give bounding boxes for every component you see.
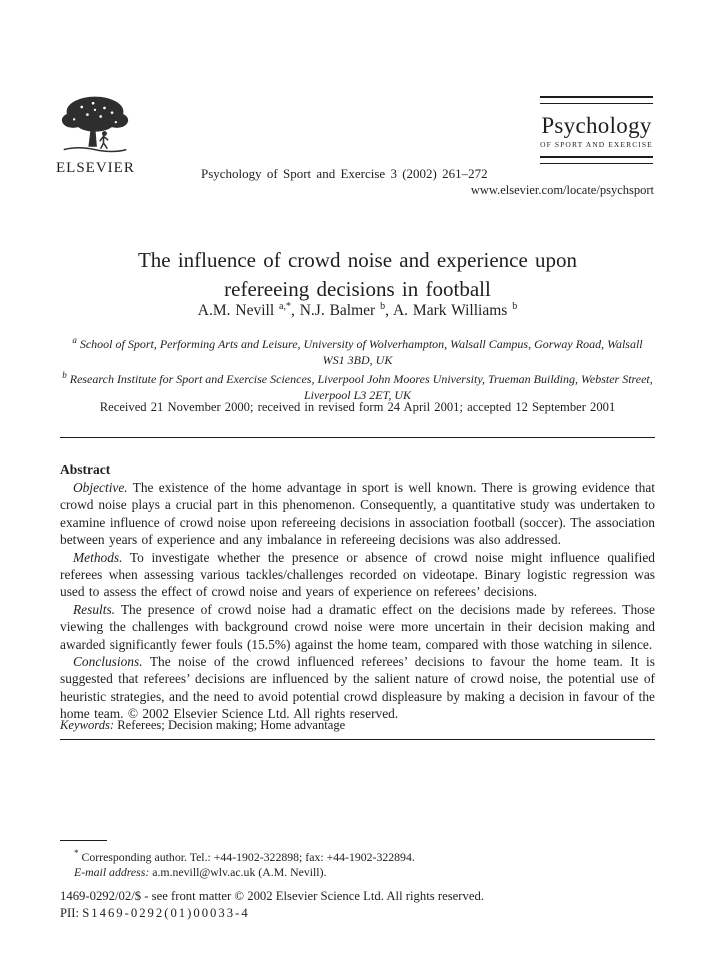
keywords-list: Referees; Decision making; Home advantag… (114, 718, 346, 732)
abstract-paragraph-methods: Methods. To investigate whether the pres… (60, 549, 655, 600)
author: A.M. Nevill a,*, (197, 301, 295, 320)
keywords-label: Keywords: (60, 718, 115, 732)
pii-code: S1469-0292(01)00033-4 (82, 905, 250, 920)
abstract-paragraph-conclusions: Conclusions. The noise of the crowd infl… (60, 654, 655, 722)
pii-label: PII: (60, 905, 80, 920)
abstract-paragraph-results: Results. The presence of crowd noise had… (60, 601, 655, 652)
elsevier-tree-logo (61, 96, 129, 153)
abstract-bottom-rule (60, 739, 655, 740)
footnote-marker: * (74, 848, 79, 858)
author-affiliation-sup: a,* (279, 301, 291, 312)
journal-url: www.elsevier.com/locate/psychsport (470, 183, 654, 197)
article-title-text: The influence of crowd noise and experie… (137, 248, 578, 302)
affiliation-marker: a (72, 335, 77, 345)
correspondence-footnote: * Corresponding author. Tel.: +44-1902-3… (60, 846, 655, 881)
affiliation-a: a School of Sport, Performing Arts and L… (72, 335, 643, 367)
email-label: E-mail address: (74, 865, 150, 880)
abstract-heading: Abstract (60, 462, 111, 478)
publisher-brand: ELSEVIER (56, 93, 134, 177)
author: A. Mark Williams b (392, 301, 518, 320)
keywords-line: Keywords: Referees; Decision making; Hom… (60, 718, 655, 733)
logo-top-rule (540, 96, 653, 104)
affiliation-b: b Research Institute for Sport and Exerc… (62, 370, 653, 402)
front-matter-line: 1469-0292/02/$ - see front matter © 2002… (60, 889, 484, 903)
journal-citation: Psychology of Sport and Exercise 3 (2002… (201, 166, 488, 181)
footnote-separator-rule (60, 840, 107, 841)
journal-logo-title: Psychology (541, 113, 652, 138)
logo-bottom-rule (540, 156, 653, 164)
abstract-paragraph-objective: Objective. The existence of the home adv… (60, 480, 655, 548)
author: N.J. Balmer b, (299, 301, 389, 320)
abstract-top-rule (60, 437, 655, 438)
corresponding-author-line: * Corresponding author. Tel.: +44-1902-3… (74, 848, 415, 864)
abstract-body: Objective. The existence of the home adv… (60, 479, 655, 723)
pii-line: PII: S1469-0292(01)00033-4 (60, 905, 655, 922)
received-dates: Received 21 November 2000; received in r… (99, 400, 616, 414)
article-title: The influence of crowd noise and experie… (60, 246, 655, 304)
journal-logo-subtitle: OF SPORT AND EXERCISE (540, 140, 653, 149)
journal-logo: Psychology OF SPORT AND EXERCISE (540, 96, 653, 164)
author-affiliation-sup: b (380, 301, 386, 312)
affiliations: a School of Sport, Performing Arts and L… (60, 333, 655, 403)
publisher-name: ELSEVIER (56, 160, 135, 176)
author-affiliation-sup: b (512, 301, 518, 312)
author-line: A.M. Nevill a,*, N.J. Balmer b, A. Mark … (60, 301, 655, 320)
affiliation-marker: b (62, 370, 67, 380)
email-line: E-mail address: a.m.nevill@wlv.ac.uk (A.… (60, 865, 655, 881)
email-address: a.m.nevill@wlv.ac.uk (A.M. Nevill). (149, 865, 327, 880)
imprint-block: 1469-0292/02/$ - see front matter © 2002… (60, 888, 655, 921)
